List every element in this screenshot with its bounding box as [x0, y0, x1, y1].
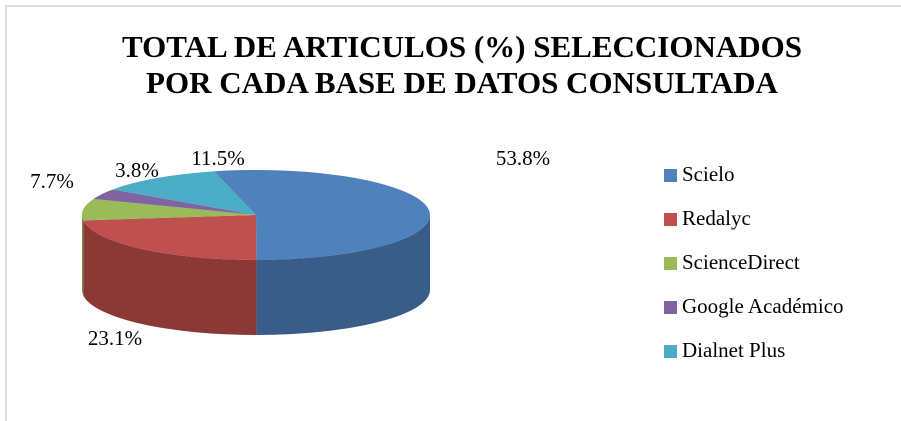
slice-side — [82, 215, 84, 296]
slice — [83, 215, 257, 260]
data-label: 11.5% — [191, 146, 244, 170]
legend-swatch — [664, 345, 677, 358]
slice-side-shade — [256, 215, 430, 335]
slice-side — [256, 215, 430, 335]
slice-side-shade — [83, 220, 257, 335]
chart-title: TOTAL DE ARTICULOS (%) SELECCIONADOS — [122, 29, 802, 64]
slice — [93, 189, 256, 215]
legend-swatch — [664, 301, 677, 314]
chart-frame — [5, 5, 901, 421]
slice-side-shade — [82, 215, 84, 296]
slice — [112, 171, 256, 215]
legend-swatch — [664, 169, 677, 182]
data-label: 53.8% — [496, 146, 550, 170]
data-label: 7.7% — [30, 169, 74, 193]
data-label: 23.1% — [88, 326, 142, 350]
legend-label: Redalyc — [682, 206, 751, 230]
slice — [82, 198, 257, 221]
legend-label: Dialnet Plus — [682, 338, 785, 362]
legend-swatch — [664, 257, 677, 270]
data-label: 3.8% — [115, 158, 159, 182]
legend-label: Scielo — [682, 162, 735, 186]
slice-side — [83, 220, 257, 335]
legend-label: ScienceDirect — [682, 250, 800, 274]
slice — [213, 169, 431, 260]
chart-title: POR CADA BASE DE DATOS CONSULTADA — [146, 65, 779, 100]
legend-label: Google Académico — [682, 294, 844, 318]
legend-swatch — [664, 213, 677, 226]
